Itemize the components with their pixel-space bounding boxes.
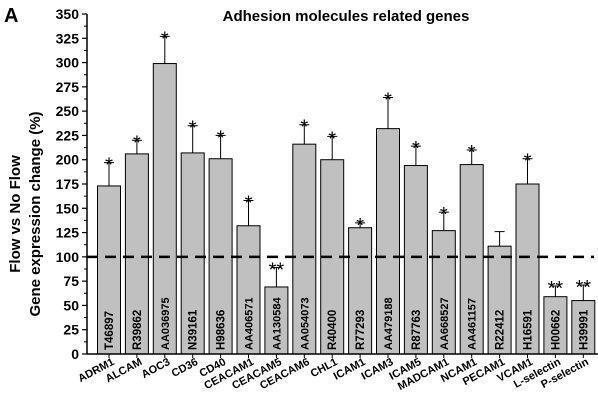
significance-marker: * — [356, 215, 364, 237]
chart-title: Adhesion molecules related genes — [223, 8, 470, 25]
accession-label: H98636 — [216, 310, 228, 350]
y-tick-label: 275 — [56, 79, 80, 95]
bar-group-cd36: * N39161 CD36 — [170, 118, 205, 380]
significance-marker: * — [468, 142, 476, 164]
accession-label: H00662 — [550, 310, 562, 350]
y-tick-label: 100 — [56, 249, 80, 265]
y-tick-label: 200 — [56, 152, 80, 168]
significance-marker: * — [412, 138, 420, 160]
accession-label: R39862 — [132, 310, 144, 350]
significance-marker: ** — [269, 260, 285, 282]
y-axis-label-line1: Flow vs No Flow — [7, 155, 24, 273]
significance-marker: ** — [548, 278, 564, 300]
y-tick-label: 150 — [56, 200, 80, 216]
y-tick-label: 25 — [63, 322, 79, 338]
significance-marker: ** — [576, 277, 592, 299]
accession-label: AA461157 — [467, 298, 479, 350]
accession-label: R40400 — [327, 310, 339, 350]
accession-label: AA479188 — [383, 297, 395, 350]
y-tick-label: 325 — [56, 30, 80, 46]
accession-label: AA668527 — [439, 297, 451, 350]
significance-marker: * — [524, 151, 532, 173]
y-tick-label: 350 — [56, 6, 80, 22]
y-tick-label: 225 — [56, 127, 80, 143]
significance-marker: * — [161, 28, 169, 50]
significance-marker: * — [384, 90, 392, 112]
x-tick-label: AOC3 — [140, 356, 173, 381]
y-tick-label: 250 — [56, 103, 80, 119]
y-tick-label: 0 — [71, 346, 79, 362]
accession-label: H39991 — [578, 309, 590, 350]
accession-label: N39161 — [188, 309, 200, 350]
accession-label: R22412 — [495, 310, 507, 350]
x-tick-label: CD36 — [170, 356, 200, 380]
significance-marker: * — [328, 128, 336, 150]
accession-label: T46897 — [104, 311, 116, 350]
significance-marker: * — [217, 127, 225, 149]
significance-marker: * — [245, 193, 253, 215]
significance-marker: * — [189, 118, 197, 140]
accession-label: AA406571 — [244, 297, 256, 350]
significance-marker: * — [133, 132, 141, 154]
significance-marker: * — [105, 155, 113, 177]
panel-label: A — [4, 5, 18, 27]
y-tick-label: 50 — [63, 297, 79, 313]
y-tick-label: 175 — [56, 176, 80, 192]
y-tick-label: 300 — [56, 55, 80, 71]
accession-label: H16591 — [523, 309, 535, 350]
accession-label: AA054073 — [299, 297, 311, 350]
significance-marker: * — [440, 204, 448, 226]
accession-label: R77293 — [355, 310, 367, 350]
y-tick-label: 75 — [63, 273, 79, 289]
accession-label: AA130584 — [271, 297, 283, 350]
y-axis-label-line2: Gene expression change (%) — [27, 111, 44, 316]
y-tick-label: 125 — [56, 225, 80, 241]
accession-label: AA036975 — [160, 297, 172, 350]
accession-label: R87763 — [411, 310, 423, 350]
significance-marker: * — [300, 117, 308, 139]
